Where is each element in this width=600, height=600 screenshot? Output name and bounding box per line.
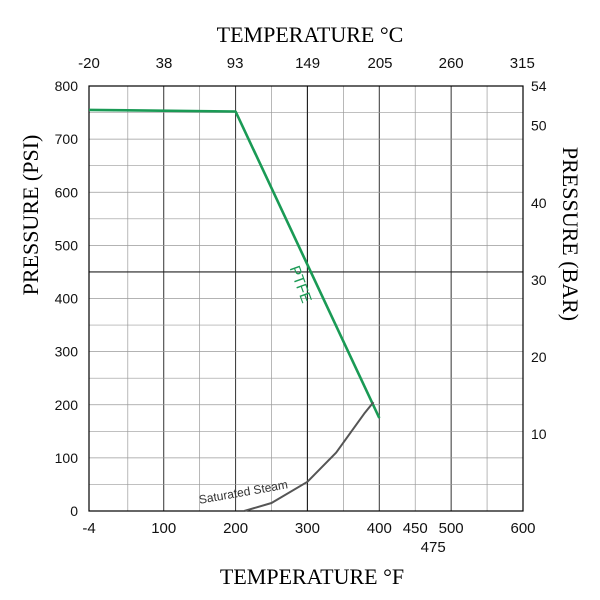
x-top-tick-label: 93: [227, 55, 244, 72]
saturated-steam-series-label: Saturated Steam: [198, 477, 289, 506]
x-top-tick-label: 38: [156, 55, 173, 72]
x-tick-label: 475: [421, 539, 446, 556]
series-line-saturated-steam: [243, 401, 375, 512]
right-axis-title: PRESSURE (BAR): [558, 147, 583, 321]
x-top-tick-label: -20: [78, 55, 100, 72]
y-left-tick-label: 500: [55, 237, 79, 253]
y-right-tick-label: 54: [531, 78, 547, 94]
y-right-tick-label: 40: [531, 195, 547, 211]
y-left-tick-label: 600: [55, 184, 79, 200]
x-tick-label: -4: [82, 520, 95, 537]
y-left-tick-label: 200: [55, 397, 79, 413]
y-left-tick-label: 400: [55, 291, 79, 307]
x-top-tick-label: 315: [510, 55, 535, 72]
x-top-tick-label: 149: [295, 55, 320, 72]
x-tick-label: 200: [223, 520, 248, 537]
y-right-tick-label: 50: [531, 118, 547, 134]
y-left-tick-label: 700: [55, 131, 79, 147]
series-line-ptfe: [88, 108, 381, 419]
top-axis-title: TEMPERATURE °C: [217, 22, 404, 47]
y-right-tick-label: 30: [531, 272, 547, 288]
x-tick-label: 450: [403, 520, 428, 537]
y-left-tick-label: 800: [55, 78, 79, 94]
y-right-tick-label: 20: [531, 349, 547, 365]
y-left-tick-label: 100: [55, 450, 79, 466]
series-group: [88, 108, 381, 512]
y-left-tick-label: 0: [70, 503, 78, 519]
left-axis-title: PRESSURE (PSI): [18, 135, 43, 296]
x-tick-label: 300: [295, 520, 320, 537]
x-tick-label: 400: [367, 520, 392, 537]
y-right-tick-label: 10: [531, 426, 547, 442]
plot-frame: [88, 85, 524, 512]
x-tick-label: 100: [151, 520, 176, 537]
x-axis-title: TEMPERATURE °F: [220, 564, 404, 589]
x-tick-label: 500: [439, 520, 464, 537]
x-top-tick-label: 205: [367, 55, 392, 72]
x-tick-label: 600: [510, 520, 535, 537]
grid-lines: [89, 86, 523, 511]
y-left-tick-label: 300: [55, 344, 79, 360]
x-top-tick-label: 260: [439, 55, 464, 72]
